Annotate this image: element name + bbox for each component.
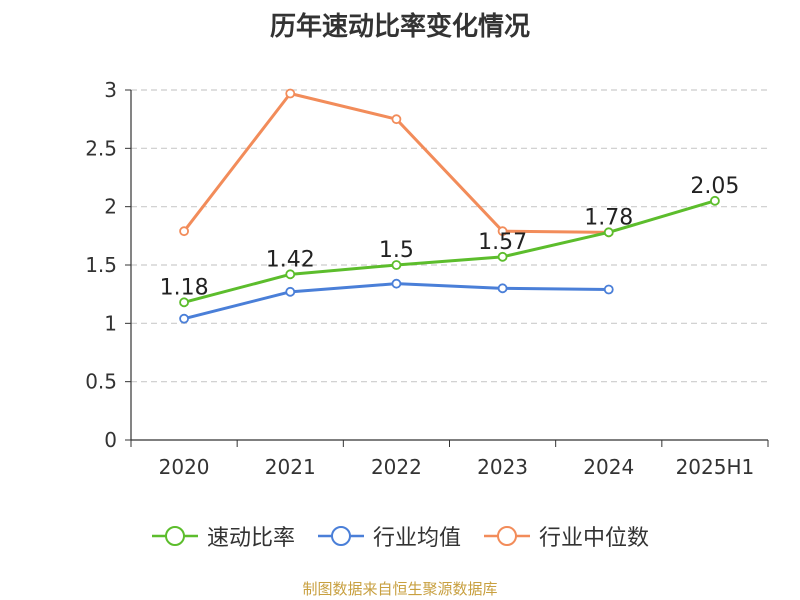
legend-line-circle-icon xyxy=(151,526,198,546)
data-point xyxy=(710,195,720,206)
data-label: 1.42 xyxy=(266,247,315,272)
source-note: 制图数据来自恒生聚源数据库 xyxy=(302,580,498,598)
grid-lines xyxy=(131,89,768,383)
series-group xyxy=(179,88,720,324)
data-point xyxy=(285,88,296,99)
x-tick-label: 2025H1 xyxy=(676,455,755,479)
axes: 0 0.5 1 1.5 2 2.5 3 2020 2021 2022 2023 2024 2025H1 xyxy=(85,78,769,479)
data-point xyxy=(391,260,402,270)
data-point xyxy=(497,226,508,237)
legend: 速动比率 行业均值 行业中位数 xyxy=(0,520,800,552)
legend-label: 行业均值 xyxy=(372,526,461,551)
y-tick-label: 2.5 xyxy=(85,136,117,160)
data-point xyxy=(391,114,402,125)
data-label: 1.78 xyxy=(584,205,633,230)
x-tick-label: 2021 xyxy=(265,455,316,479)
legend-item[interactable]: 行业中位数 xyxy=(483,520,649,552)
y-tick-label: 2 xyxy=(104,195,117,219)
data-point xyxy=(497,283,508,294)
data-point xyxy=(285,286,296,297)
data-point xyxy=(603,284,614,295)
data-point xyxy=(285,269,296,280)
data-point xyxy=(179,297,189,308)
y-tick-label: 3 xyxy=(104,78,117,102)
data-labels: 1.18 1.42 1.5 1.57 1.78 2.05 xyxy=(160,174,740,301)
legend-item[interactable]: 速动比率 xyxy=(151,520,295,552)
data-point xyxy=(603,227,614,238)
data-point xyxy=(391,278,402,289)
legend-line-circle-icon xyxy=(484,526,530,546)
x-tick-label: 2024 xyxy=(583,455,634,479)
data-point xyxy=(179,313,189,324)
series-line xyxy=(183,199,716,304)
data-label: 2.05 xyxy=(690,174,739,199)
y-tick-label: 1.5 xyxy=(85,253,117,277)
x-tick-label: 2022 xyxy=(371,455,422,479)
x-tick-label: 2020 xyxy=(159,455,210,479)
legend-item[interactable]: 行业均值 xyxy=(317,520,461,552)
data-label: 1.18 xyxy=(160,275,209,300)
data-label: 1.57 xyxy=(478,230,527,255)
series-line xyxy=(183,282,609,321)
legend-line-circle-icon xyxy=(317,526,364,546)
y-tick-label: 1 xyxy=(104,311,117,335)
data-point xyxy=(497,251,508,262)
y-tick-label: 0 xyxy=(104,428,117,452)
legend-label: 速动比率 xyxy=(206,526,295,551)
data-point xyxy=(179,226,189,237)
chart-title: 历年速动比率变化情况 xyxy=(269,12,530,42)
y-tick-label: 0.5 xyxy=(85,370,117,394)
x-tick-label: 2023 xyxy=(477,455,528,479)
legend-label: 行业中位数 xyxy=(539,526,650,551)
data-label: 1.5 xyxy=(379,238,414,263)
